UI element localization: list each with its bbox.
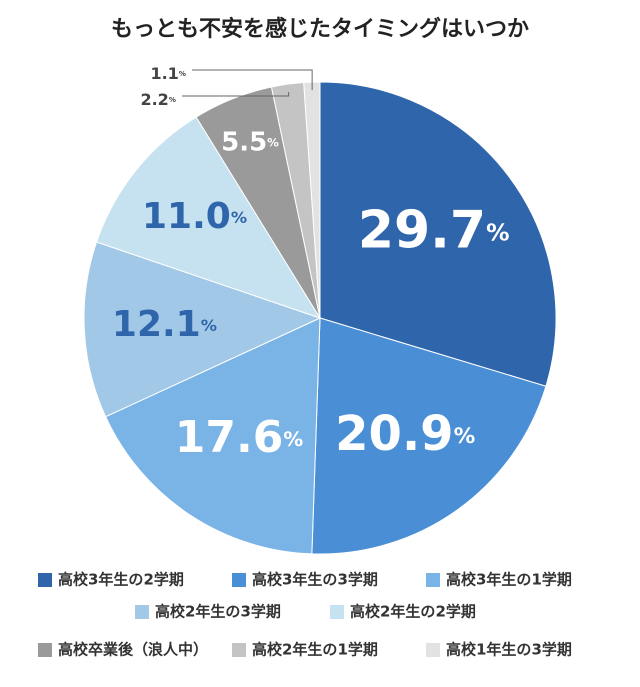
data-label: 1.1% bbox=[150, 64, 186, 83]
pie-slice bbox=[83, 241, 322, 418]
legend-swatch bbox=[38, 643, 52, 657]
data-label-value: 2.2 bbox=[140, 90, 168, 109]
legend-swatch bbox=[330, 605, 344, 619]
pie-slice bbox=[95, 116, 322, 319]
data-label-unit: % bbox=[231, 207, 247, 226]
data-label: 2.2% bbox=[140, 90, 176, 109]
data-label: 11.0% bbox=[142, 196, 247, 237]
pie-slice bbox=[104, 317, 321, 555]
data-label: 5.5% bbox=[221, 127, 279, 157]
legend-label: 高校3年生の2学期 bbox=[58, 571, 184, 589]
data-label: 12.1% bbox=[112, 304, 217, 345]
legend-label: 高校卒業後（浪人中） bbox=[58, 641, 208, 659]
data-label: 17.6% bbox=[175, 412, 304, 463]
legend-swatch bbox=[38, 573, 52, 587]
legend-label: 高校3年生の3学期 bbox=[252, 571, 378, 589]
data-label-value: 11.0 bbox=[142, 196, 231, 237]
data-label-unit: % bbox=[169, 95, 176, 104]
legend-label: 高校3年生の1学期 bbox=[446, 571, 572, 589]
data-label-unit: % bbox=[486, 218, 509, 246]
legend-swatch bbox=[426, 643, 440, 657]
pie-slice bbox=[319, 81, 557, 387]
data-label-unit: % bbox=[179, 69, 186, 78]
data-label: 20.9% bbox=[335, 406, 475, 462]
legend-swatch bbox=[232, 643, 246, 657]
legend-swatch bbox=[426, 573, 440, 587]
chart-title: もっとも不安を感じたタイミングはいつか bbox=[111, 16, 529, 42]
leader-line bbox=[192, 69, 313, 91]
legend-label: 高校2年生の3学期 bbox=[155, 603, 281, 621]
data-label-unit: % bbox=[267, 135, 279, 149]
legend-swatch bbox=[135, 605, 149, 619]
data-label-unit: % bbox=[454, 424, 476, 449]
data-label-value: 12.1 bbox=[112, 304, 201, 345]
data-label-unit: % bbox=[201, 316, 217, 335]
legend-swatch bbox=[232, 573, 246, 587]
data-label-value: 5.5 bbox=[221, 127, 267, 157]
pie-slice bbox=[311, 317, 547, 555]
legend-label: 高校2年生の2学期 bbox=[350, 603, 476, 621]
legend-label: 高校2年生の1学期 bbox=[252, 641, 378, 659]
leader-line bbox=[182, 92, 290, 97]
legend-label: 高校1年生の3学期 bbox=[446, 641, 572, 659]
data-label-value: 20.9 bbox=[335, 406, 453, 462]
data-label-value: 1.1 bbox=[150, 64, 178, 83]
data-label-value: 29.7 bbox=[358, 201, 486, 261]
data-label: 29.7% bbox=[358, 201, 510, 261]
data-label-unit: % bbox=[283, 427, 303, 450]
data-label-value: 17.6 bbox=[175, 412, 284, 463]
